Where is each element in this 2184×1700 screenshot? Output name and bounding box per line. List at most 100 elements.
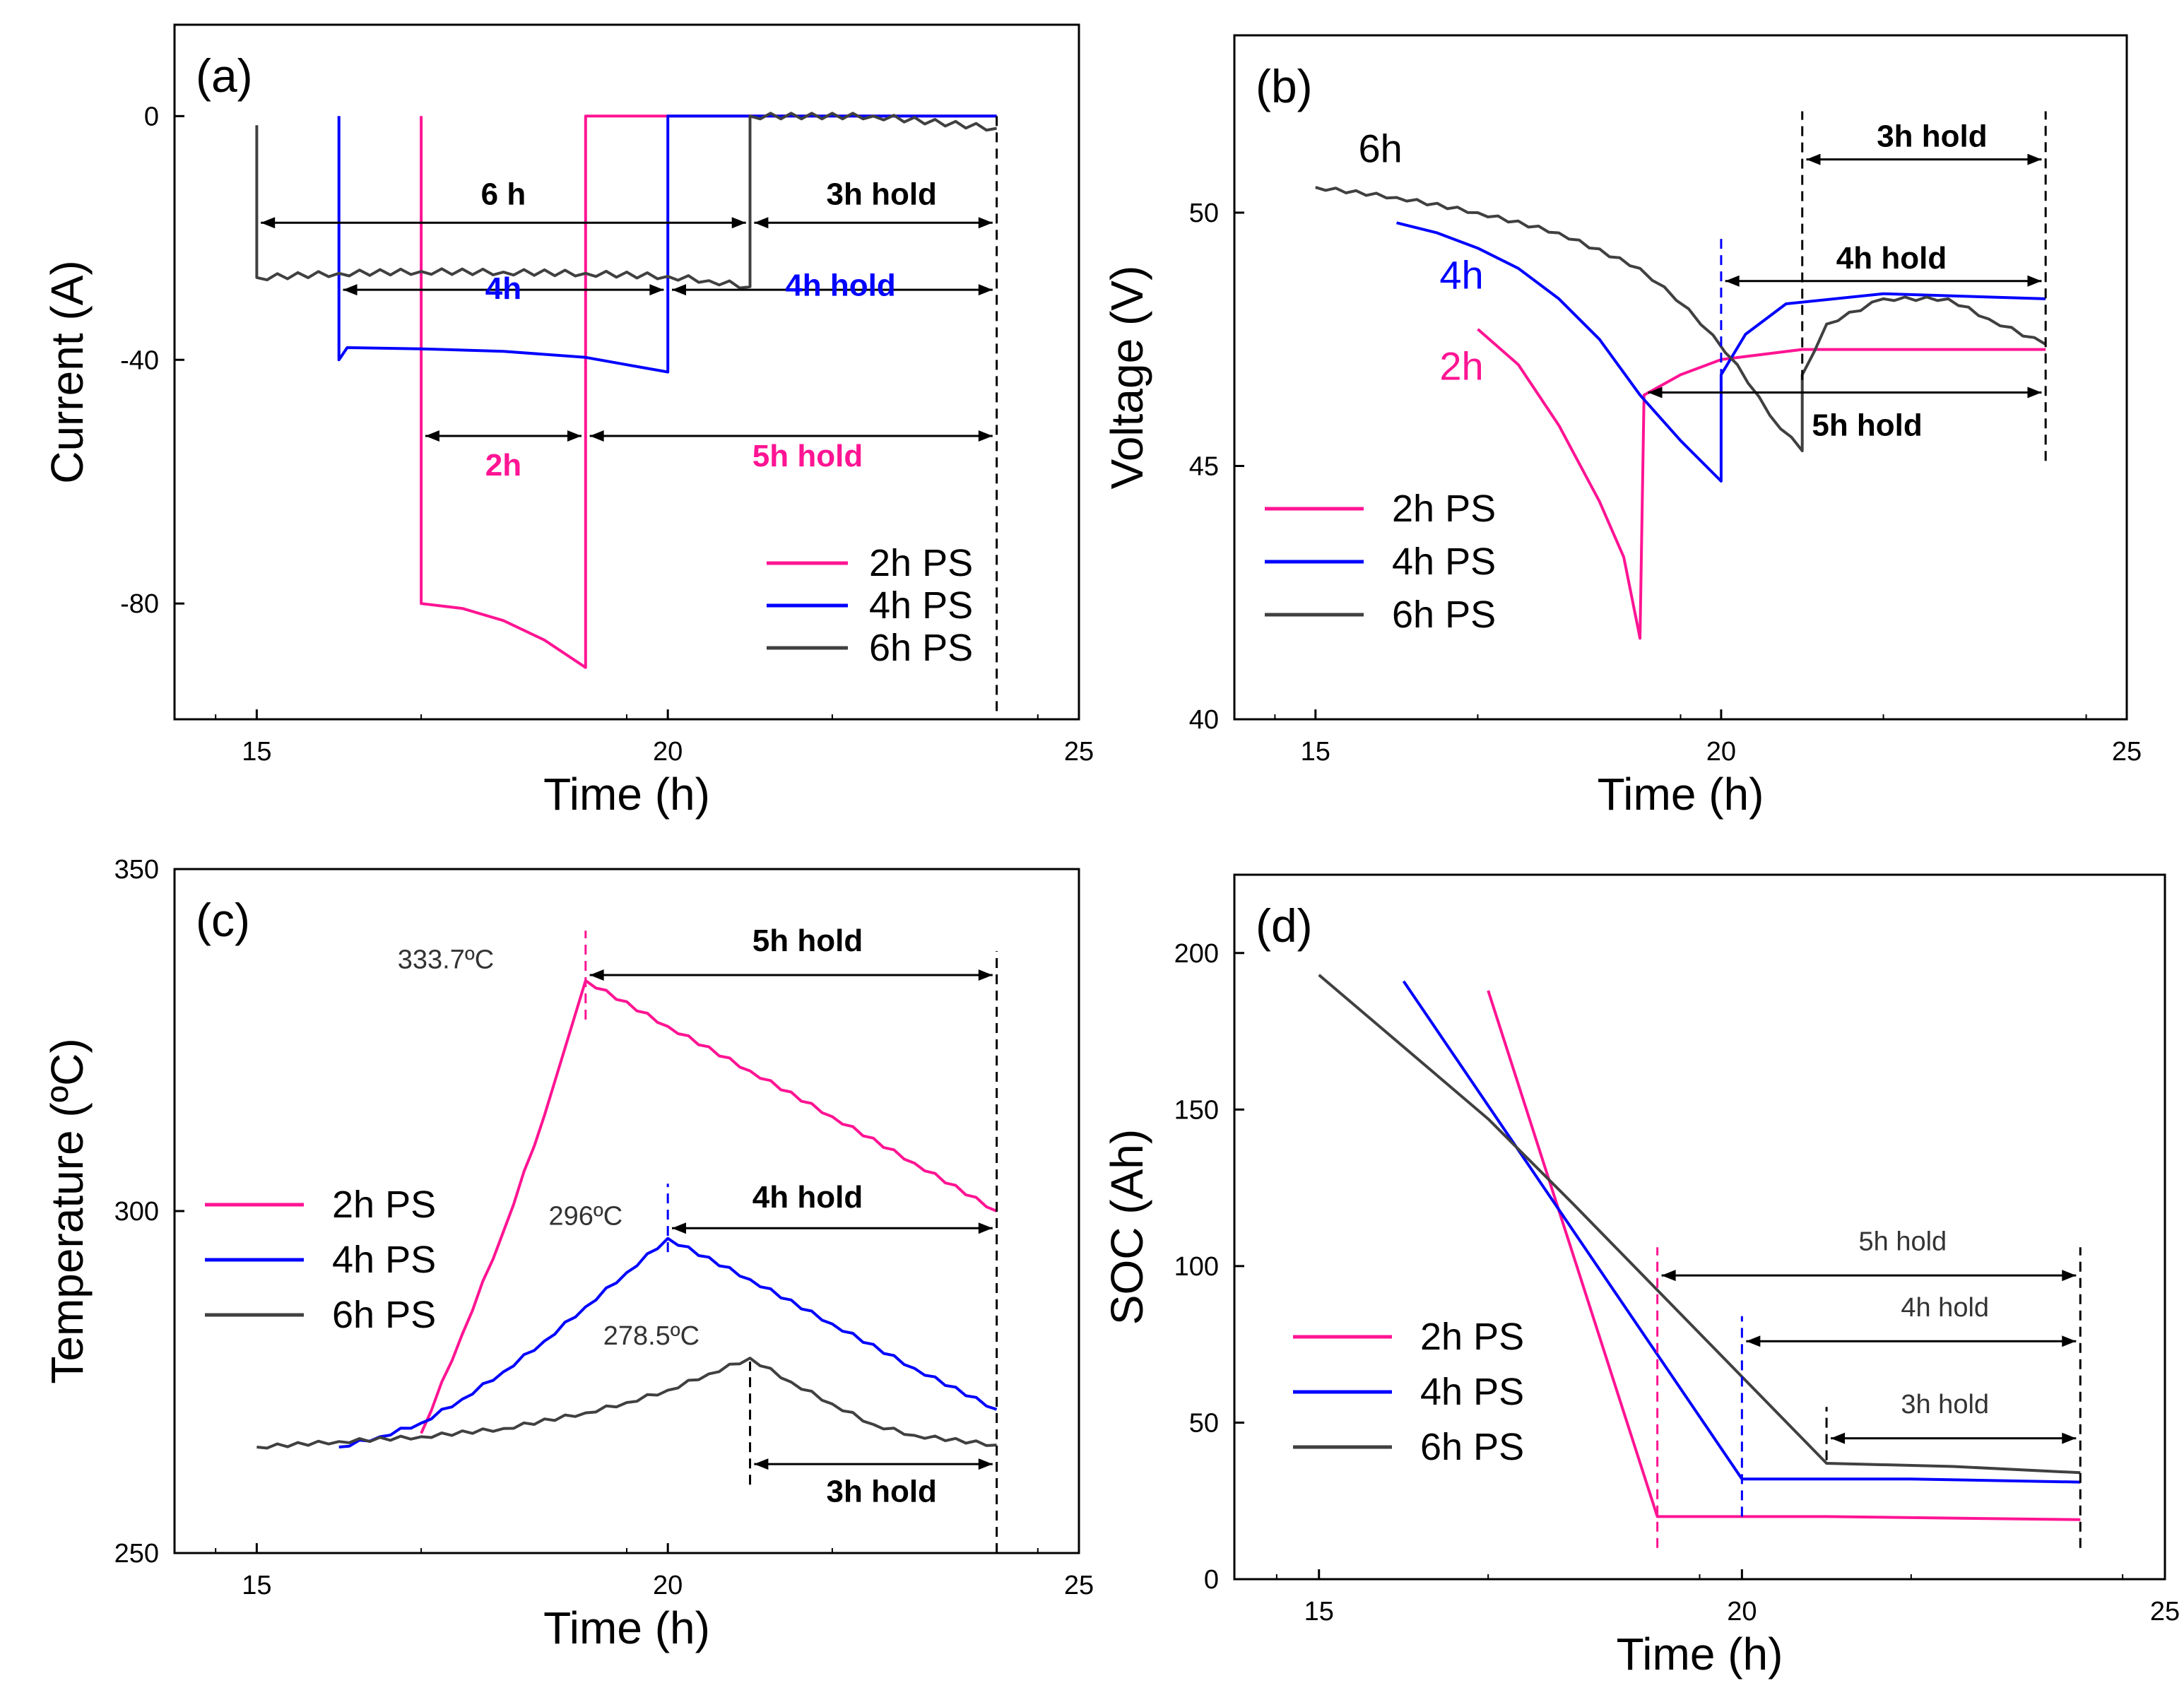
x-tick-label: 25 bbox=[1064, 737, 1094, 767]
arrow-head bbox=[754, 217, 769, 229]
y-tick-label: 50 bbox=[1189, 1408, 1219, 1438]
y-tick-label: 50 bbox=[1189, 199, 1219, 228]
x-axis-label: Time (h) bbox=[1598, 769, 1764, 820]
arrow-head bbox=[672, 284, 686, 296]
arrow-head bbox=[731, 217, 746, 229]
y-tick-label: 150 bbox=[1174, 1095, 1219, 1125]
series-line-4h-ps bbox=[337, 114, 997, 374]
chart-panel: 15 20 25 0 50 100 150 200 Time (h) SOC (Ah) (d) 5h … bbox=[1102, 873, 2180, 1680]
arrow-head bbox=[978, 1222, 993, 1234]
panel-label: (b) bbox=[1256, 60, 1313, 112]
y-tick-label: 350 bbox=[114, 855, 159, 885]
series-line-2h-ps bbox=[1487, 990, 2081, 1521]
annotation-label: 2h bbox=[1439, 344, 1483, 389]
y-tick-label: 0 bbox=[1204, 1565, 1219, 1595]
x-tick-label: 15 bbox=[1301, 737, 1330, 767]
annotation-label: 4h hold bbox=[785, 268, 895, 303]
annotation-label: 3h hold bbox=[827, 177, 937, 211]
arrow-head bbox=[978, 217, 993, 229]
arrow-head bbox=[567, 430, 582, 442]
series-line-6h-ps bbox=[256, 1357, 997, 1450]
arrow-head bbox=[1806, 153, 1821, 165]
annotation-label: 5h hold bbox=[1859, 1227, 1947, 1257]
x-tick-label: 20 bbox=[653, 1571, 683, 1600]
x-axis-label: Time (h) bbox=[543, 1602, 710, 1653]
chart-panel: 15 20 25 250 300 350 Time (h) Temperature (ºC) (… bbox=[42, 855, 1094, 1653]
annotation-label: 3h hold bbox=[1901, 1390, 1989, 1419]
plot-frame bbox=[173, 868, 1080, 1554]
arrow-head bbox=[2027, 153, 2042, 165]
y-tick-label: 45 bbox=[1189, 451, 1219, 481]
arrow-head bbox=[2027, 386, 2042, 399]
series-line-6h-ps bbox=[255, 112, 997, 290]
legend-entry: 4h PS bbox=[869, 584, 973, 627]
legend-entry: 2h PS bbox=[1420, 1316, 1524, 1358]
x-tick-label: 20 bbox=[1727, 1597, 1757, 1627]
chart-panel: 15 20 25 40 45 50 Time (h) Voltage (V) (b) 6h 4h 2h… bbox=[1102, 34, 2142, 820]
annotation-label: 296ºC bbox=[548, 1201, 622, 1231]
y-tick-label: 40 bbox=[1189, 705, 1219, 735]
legend-entry: 4h PS bbox=[332, 1239, 436, 1281]
x-tick-label: 25 bbox=[1064, 1571, 1094, 1600]
series-line-4h-ps bbox=[1402, 980, 2081, 1484]
arrow-head bbox=[1831, 1432, 1846, 1444]
x-tick-label: 20 bbox=[1706, 737, 1736, 767]
x-axis-label: Time (h) bbox=[1617, 1629, 1783, 1680]
annotation-label: 4h hold bbox=[1901, 1293, 1989, 1323]
annotation-label: 4h bbox=[485, 271, 521, 306]
annotation-label: 5h hold bbox=[1812, 408, 1922, 442]
legend-entry: 2h PS bbox=[869, 542, 973, 584]
arrow-head bbox=[2062, 1432, 2077, 1444]
series-line-2h-ps bbox=[420, 114, 997, 669]
x-tick-label: 25 bbox=[2112, 737, 2142, 767]
panel-label: (d) bbox=[1256, 899, 1313, 952]
y-axis-label: Current (A) bbox=[42, 260, 93, 484]
legend-entry: 6h PS bbox=[1392, 594, 1496, 636]
y-axis-label: Voltage (V) bbox=[1102, 266, 1152, 490]
annotation-label: 6 h bbox=[481, 177, 526, 211]
arrow-head bbox=[2062, 1270, 2077, 1282]
annotation-label: 3h hold bbox=[1877, 119, 1987, 154]
annotation-label: 4h bbox=[1439, 253, 1483, 297]
arrow-head bbox=[2027, 275, 2042, 287]
legend-entry: 2h PS bbox=[332, 1183, 436, 1226]
x-axis-label: Time (h) bbox=[543, 769, 710, 820]
arrow-head bbox=[1661, 1270, 1676, 1282]
arrow-head bbox=[978, 1458, 993, 1470]
y-tick-label: 250 bbox=[114, 1539, 159, 1569]
arrow-head bbox=[978, 284, 993, 296]
annotation-label: 4h hold bbox=[752, 1180, 863, 1215]
y-tick-label: -40 bbox=[120, 346, 159, 375]
annotation-label: 4h hold bbox=[1836, 241, 1947, 276]
x-tick-label: 15 bbox=[1304, 1597, 1334, 1627]
arrow-head bbox=[1746, 1335, 1761, 1347]
legend-entry: 4h PS bbox=[1420, 1371, 1524, 1413]
y-tick-label: -80 bbox=[120, 589, 159, 619]
y-axis-label: Temperature (ºC) bbox=[42, 1038, 93, 1383]
arrow-head bbox=[261, 217, 276, 229]
x-tick-label: 15 bbox=[242, 737, 271, 767]
arrow-head bbox=[978, 969, 993, 981]
panel-label: (a) bbox=[196, 49, 253, 102]
panel-label: (c) bbox=[196, 894, 250, 946]
annotation-label: 2h bbox=[485, 448, 521, 483]
series-line-4h-ps bbox=[1396, 221, 2046, 483]
x-tick-label: 25 bbox=[2150, 1597, 2180, 1627]
legend-entry: 6h PS bbox=[869, 627, 973, 669]
y-tick-label: 300 bbox=[114, 1197, 159, 1227]
arrow-head bbox=[672, 1222, 686, 1234]
y-tick-label: 100 bbox=[1174, 1252, 1219, 1282]
y-tick-label: 200 bbox=[1174, 939, 1219, 969]
series-line-4h-ps bbox=[338, 1236, 998, 1448]
y-tick-label: 0 bbox=[144, 102, 159, 131]
x-tick-label: 15 bbox=[242, 1571, 271, 1600]
arrow-head bbox=[1648, 386, 1663, 399]
annotation-label: 3h hold bbox=[827, 1474, 937, 1509]
arrow-head bbox=[754, 1458, 769, 1470]
y-axis-label: SOC (Ah) bbox=[1102, 1129, 1152, 1325]
chart-panel: 15 20 25 0 -40 -80 Time (h) Current (A) (a) 6 h 3h… bbox=[42, 23, 1094, 820]
series-line-6h-ps bbox=[1318, 974, 2081, 1475]
series-line-6h-ps bbox=[1315, 186, 2047, 452]
annotation-label: 5h hold bbox=[752, 923, 863, 958]
x-tick-label: 20 bbox=[653, 737, 683, 767]
